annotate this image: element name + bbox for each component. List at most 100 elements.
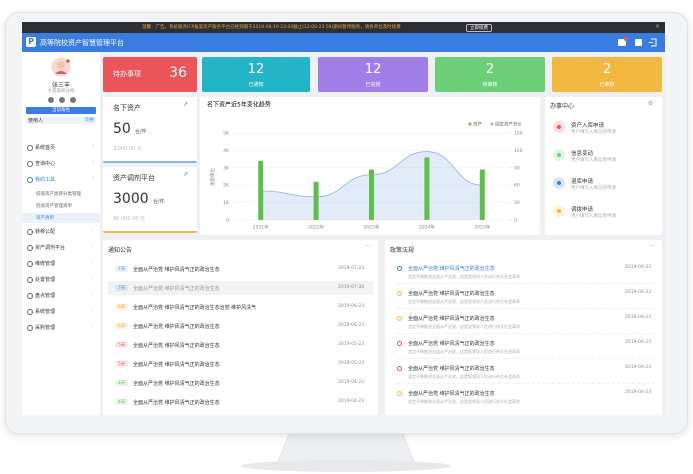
notice-date: 2019-04-23 (338, 380, 365, 385)
policy-marker (397, 316, 402, 321)
notice-text[interactable]: 全面从严治党 维护风清气正的政治生态 (133, 343, 220, 349)
service-item-title[interactable]: 信息变动 (571, 151, 594, 157)
stat-card[interactable]: 2 待审核 (435, 57, 545, 92)
menu-label: 我的工具 (35, 177, 56, 183)
stat-label: 待办事项 (113, 70, 141, 78)
notice-date: 2019-06-23 (338, 304, 365, 309)
user-org: 大其美校分校 (47, 89, 75, 94)
menu-icon (27, 261, 33, 267)
menu-arrow: › (92, 307, 94, 313)
stat-card[interactable]: 待办事项 36 (103, 57, 197, 92)
menu-item[interactable]: 资产调剂平台 › (22, 243, 100, 253)
x-tick-label: 2025年 (474, 224, 490, 231)
asset-amount: 2,000.00 元 (113, 146, 142, 152)
x-tick-label: 2022年 (308, 224, 324, 231)
logo[interactable]: P (26, 37, 36, 47)
divider (397, 358, 655, 359)
menu-icon (27, 161, 33, 167)
notice-tag: 6天 (115, 304, 129, 310)
submenu-item[interactable]: 低值资产管理清单 (36, 204, 72, 209)
service-item-title[interactable]: 资产入库申请 (571, 123, 605, 129)
stat-value: 36 (169, 65, 187, 81)
role-button[interactable]: 当前角色 (26, 107, 96, 114)
bar (313, 181, 319, 220)
role-row: 使用人 切换 (26, 117, 96, 124)
asset-link[interactable]: ↗ (183, 101, 189, 108)
user-name: 张三丰 (51, 82, 70, 89)
asset-value: 3000 (113, 191, 149, 207)
menu-item[interactable]: 系统管理 › (22, 307, 100, 317)
role-switch[interactable]: 切换 (85, 118, 94, 123)
menu-label: 系统管理 (35, 309, 56, 315)
bar (479, 169, 485, 220)
header-icons[interactable] (617, 37, 661, 48)
asset-panel: 资产调剂平台 ↗ 3000 台/件 40,000.00 元 (103, 167, 197, 233)
policy-item-title[interactable]: 全面从严治党 维护风清气正的政治生态 (408, 341, 495, 347)
notice-text[interactable]: 全面从严治党 维护风清气正的政治生态 (133, 267, 220, 273)
policy-item-title[interactable]: 全面从严治党 维护风清气正的政治生态 (408, 366, 495, 372)
notice-text[interactable]: 全面从严治党 维护风清气正的政治生态 (133, 286, 220, 292)
user-tools[interactable] (47, 96, 77, 104)
policy-date: 2019-04-23 (625, 365, 652, 370)
menu-item[interactable]: 盘点管理 › (22, 291, 100, 301)
notice-text[interactable]: 全面从严治党 维护风清气正的政治生态治党 维护风清气 (133, 305, 257, 311)
menu-item[interactable]: 采购管理 › (22, 323, 100, 333)
menu-item[interactable]: 我的工具 › (22, 175, 100, 185)
divider (397, 333, 655, 334)
policy-item-title[interactable]: 全面从严治党 维护风清气正的政治生态 (408, 266, 495, 272)
notice-title: 通知公告 (108, 247, 133, 254)
menu-arrow: › (92, 259, 94, 265)
notice-tag: 4天 (115, 380, 129, 386)
submenu-item[interactable]: 资产清单 (36, 216, 54, 221)
menu-label: 系统首页 (35, 145, 56, 151)
notice-date: 2019-05-23 (338, 361, 365, 366)
menu-item[interactable]: 查询中心 › (22, 159, 100, 169)
notice-text[interactable]: 全面从严治党 维护风清气正的政治生态 (133, 324, 220, 330)
menu-arrow: › (92, 227, 94, 233)
service-icon-dot (557, 125, 561, 129)
policy-item-title[interactable]: 全面从严治党 维护风清气正的政治生态 (408, 291, 495, 297)
divider (397, 383, 655, 384)
close-icon[interactable]: × (655, 23, 661, 30)
y-tick-label: 1K (223, 200, 230, 206)
asset-title: 名下资产 (113, 104, 141, 112)
policy-item-desc: 坚定不移推进全面从严治党，这是党领导人民进行伟大社会革命 (408, 274, 520, 279)
chart: 名下资产近5年变化趋势 金额单位 0 1K 2K 3K 4K 5K 0 30 60 90 120 15… (207, 101, 523, 231)
notice-text[interactable]: 全面从严治党 维护风清气正的政治生态 (133, 362, 220, 368)
asset-link[interactable]: ↗ (183, 171, 189, 178)
y2-tick-label: 60 (514, 183, 520, 189)
stat-card[interactable]: 12 已通知 (202, 57, 310, 92)
policy-item-title[interactable]: 全面从严治党 维护风清气正的政治生态 (408, 316, 495, 322)
menu-item[interactable]: 转移公配 › (22, 227, 100, 237)
menu-item[interactable]: 系统首页 › (22, 143, 100, 153)
notice-text[interactable]: 全面从严治党 维护风清气正的政治生态 (133, 381, 220, 387)
policy-marker (397, 341, 402, 346)
banner: 温馨：广告。系统服务ICP备案资产服务平台已经到期于2019-08-19 23:… (22, 22, 665, 33)
policy-title: 政策法规 (390, 247, 415, 254)
submenu-item[interactable]: 低值资产类目分类管理 (36, 192, 81, 197)
divider (397, 308, 655, 309)
policy-more[interactable]: ··· (649, 243, 655, 250)
stat-label: 待审核 (482, 82, 498, 88)
menu-label: 维修管理 (35, 261, 56, 267)
policy-marker (397, 366, 402, 371)
notice-text[interactable]: 全面从严治党 维护风清气正的政治生态 (133, 400, 220, 406)
policy-item-title[interactable]: 全面从严治党 维护风清气正的政治生态 (408, 391, 495, 397)
stat-value: 12 (364, 62, 382, 77)
menu-item[interactable]: 处置管理 › (22, 275, 100, 285)
policy-item-desc: 坚定不移推进全面从严治党，这是党领导人民进行伟大社会革命 (408, 349, 520, 354)
notice-more[interactable]: ··· (365, 243, 371, 250)
stat-card[interactable]: 2 已审核 (552, 57, 662, 92)
app-title: 高等院校资产智慧管理平台 (40, 39, 124, 47)
renew-button[interactable]: 立即续费 (466, 24, 492, 32)
menu-item[interactable]: 维修管理 › (22, 259, 100, 269)
service-item-title[interactable]: 退库申请 (571, 179, 594, 185)
menu-icon (27, 229, 33, 235)
service-more[interactable]: ⚙ (648, 100, 654, 107)
sidebar: 张三丰 大其美校分校 当前角色 使用人 切换 系统首页 › 查询中心 › 我的工具 › 低值… (22, 52, 100, 415)
service-item-title[interactable]: 调拨申请 (571, 207, 594, 213)
stat-card[interactable]: 12 已完结 (318, 57, 428, 92)
avatar[interactable] (51, 57, 71, 77)
row-highlight (108, 281, 373, 295)
